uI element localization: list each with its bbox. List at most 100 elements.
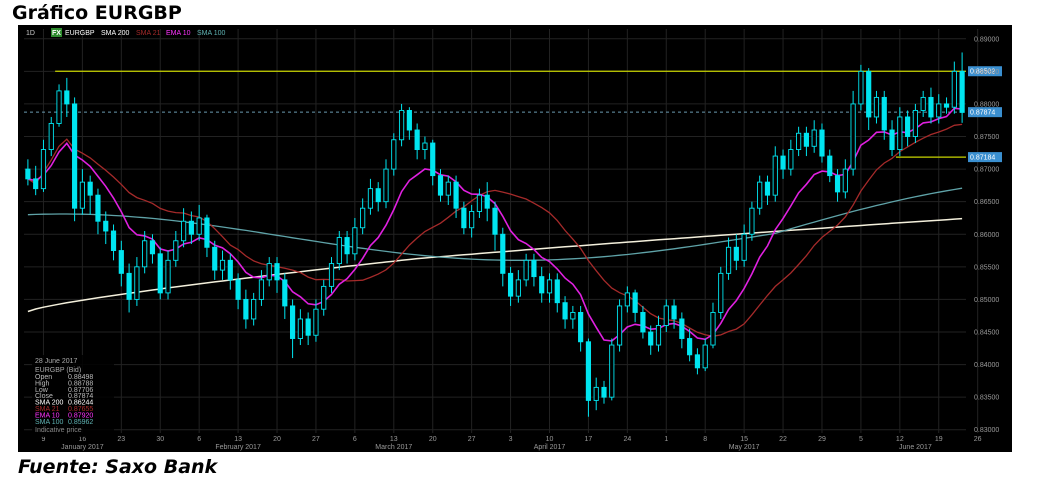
candle-up xyxy=(391,139,397,170)
candle-up xyxy=(593,386,599,401)
candle-down xyxy=(578,312,584,343)
candle-up xyxy=(79,181,85,209)
candle-up xyxy=(219,259,226,271)
candle-down xyxy=(500,233,506,274)
candle-up xyxy=(383,168,389,203)
y-tick-label: 0.83000 xyxy=(974,427,999,434)
info-row-label: High xyxy=(35,380,50,387)
candle-up xyxy=(251,298,257,320)
x-tick-label: 26 xyxy=(974,436,982,443)
x-tick-label: 13 xyxy=(390,436,398,443)
candle-down xyxy=(126,272,132,300)
info-panel: 28 June 2017 EURGBP (Bid) Open 0.88498 Hig… xyxy=(32,355,114,437)
candle-down xyxy=(671,305,677,320)
candle-down xyxy=(507,272,514,297)
candle-down xyxy=(632,292,638,313)
month-label: June 2017 xyxy=(899,444,932,451)
candle-down xyxy=(601,386,607,398)
symbol-label[interactable]: EURGBP xyxy=(65,30,95,37)
candle-down xyxy=(640,312,646,333)
candle-down xyxy=(72,103,78,209)
candle-down xyxy=(733,246,739,261)
x-tick-label: 20 xyxy=(429,436,437,443)
candle-up xyxy=(842,168,848,193)
candle-up xyxy=(181,220,187,242)
info-row-label: SMA 100 xyxy=(35,419,64,426)
timeframe-label[interactable]: 1D xyxy=(26,30,35,37)
x-tick-label: 23 xyxy=(117,436,125,443)
x-tick-label: 3 xyxy=(509,436,513,443)
fx-badge-bg xyxy=(51,28,62,37)
candle-down xyxy=(188,220,194,235)
month-label: January 2017 xyxy=(61,444,104,451)
indicator-sma21[interactable]: SMA 21 xyxy=(136,30,161,37)
candle-down xyxy=(282,279,288,307)
candle-down xyxy=(453,181,459,209)
info-row-label: Close xyxy=(35,393,53,400)
x-axis: 9 16 23 30 6 13 20 27 6 13 20 27 3 10 17 24 1 8 15 22 29 5 12 1… xyxy=(42,436,982,451)
info-row-value: 0.87655 xyxy=(68,406,93,413)
candle-down xyxy=(204,217,210,248)
chart-frame: 0.88502 0.87874 0.87184 0.89000 0.88500 0.88… xyxy=(18,25,1012,452)
candle-up xyxy=(173,240,179,261)
candle-up xyxy=(897,116,903,150)
candle-down xyxy=(212,246,218,271)
info-row-label: Open xyxy=(35,374,52,381)
candle-down xyxy=(928,96,934,118)
info-row-value: 0.86244 xyxy=(68,400,93,407)
candle-up xyxy=(546,279,553,294)
candle-down xyxy=(531,259,537,278)
candle-down xyxy=(492,207,498,235)
candle-down xyxy=(95,194,101,222)
candle-down xyxy=(780,155,786,170)
x-tick-label: 20 xyxy=(273,436,281,443)
price-tag-label: 0.88502 xyxy=(970,69,995,76)
candle-up xyxy=(757,181,763,209)
candle-down xyxy=(539,276,545,294)
x-tick-label: 27 xyxy=(468,436,476,443)
indicator-sma200[interactable]: SMA 200 xyxy=(101,30,130,37)
candle-up xyxy=(624,292,630,307)
candle-down xyxy=(305,318,311,336)
y-tick-label: 0.86500 xyxy=(974,199,999,206)
indicator-sma100[interactable]: SMA 100 xyxy=(197,30,226,37)
candle-up xyxy=(663,305,669,326)
candle-down xyxy=(834,175,841,193)
x-tick-label: 29 xyxy=(818,436,826,443)
candle-up xyxy=(920,96,926,111)
candle-down xyxy=(827,155,833,177)
candle-up xyxy=(40,149,47,190)
candle-up xyxy=(48,123,54,150)
candle-up xyxy=(165,259,171,294)
candle-up xyxy=(142,240,148,268)
candle-up xyxy=(741,233,747,261)
fx-badge: FX xyxy=(52,30,61,37)
indicator-ema10[interactable]: EMA 10 xyxy=(166,30,191,37)
candle-up xyxy=(570,312,576,320)
y-tick-label: 0.87500 xyxy=(974,134,999,141)
candle-up xyxy=(725,246,732,274)
y-tick-label: 0.88000 xyxy=(974,101,999,108)
candle-down xyxy=(679,318,685,339)
info-panel-bg xyxy=(32,355,114,437)
candle-down xyxy=(943,103,950,108)
candle-down xyxy=(437,175,444,196)
x-tick-label: 17 xyxy=(585,436,593,443)
candle-down xyxy=(235,279,241,300)
candle-up xyxy=(858,70,864,105)
candle-up xyxy=(367,188,374,209)
candle-down xyxy=(406,110,412,131)
candle-down xyxy=(585,341,592,401)
candle-down xyxy=(33,178,39,190)
candle-down xyxy=(484,194,490,209)
candle-up xyxy=(328,263,335,287)
candle-up xyxy=(476,194,483,212)
candle-down xyxy=(881,96,887,131)
candle-up xyxy=(321,285,327,310)
info-row-label: SMA 21 xyxy=(35,406,60,413)
candle-up xyxy=(749,207,755,235)
x-tick-label: 8 xyxy=(703,436,707,443)
candle-down xyxy=(289,305,296,339)
candle-down xyxy=(243,298,249,320)
